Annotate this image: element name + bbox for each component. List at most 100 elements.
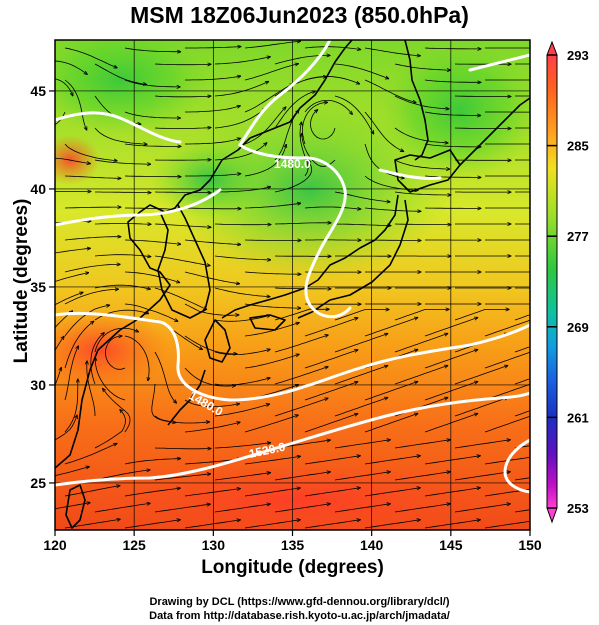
- streamline: [244, 456, 301, 465]
- streamline: [364, 175, 418, 190]
- colorbar-tick-label: 261: [567, 410, 589, 425]
- streamline: [334, 224, 391, 226]
- streamline: [94, 409, 126, 449]
- streamline: [185, 47, 241, 49]
- streamline: [154, 192, 211, 193]
- streamline: [484, 520, 530, 529]
- streamline: [364, 488, 420, 497]
- streamline: [394, 440, 450, 449]
- streamline: [364, 414, 418, 433]
- streamline: [334, 398, 388, 417]
- streamline: [424, 318, 478, 337]
- streamline: [64, 207, 121, 208]
- height-contours: [55, 40, 530, 494]
- y-tick-label: 40: [30, 181, 46, 197]
- streamline: [94, 503, 150, 513]
- streamline: [394, 159, 450, 169]
- x-tick-label: 125: [122, 537, 146, 553]
- streamline: [304, 100, 352, 114]
- streamline: [64, 79, 87, 130]
- streamline: [424, 456, 480, 465]
- streamline: [154, 474, 211, 481]
- streamline: [55, 111, 66, 126]
- coastlines: [55, 40, 530, 529]
- streamline: [274, 472, 330, 481]
- streamline: [484, 351, 530, 369]
- streamline: [244, 323, 299, 337]
- streamline: [394, 366, 448, 385]
- streamline: [64, 379, 78, 433]
- streamline: [454, 472, 510, 481]
- streamline: [55, 311, 73, 329]
- streamline: [94, 127, 147, 144]
- streamline: [185, 76, 241, 81]
- colorbar-tick-label: 253: [567, 501, 589, 516]
- streamline: [94, 470, 150, 481]
- colorbar: 293 285 277 269 261 253: [546, 40, 589, 524]
- streamline: [304, 350, 358, 369]
- streamline: [64, 289, 119, 305]
- streamline: [64, 321, 94, 369]
- streamline: [244, 84, 293, 113]
- streamline: [274, 77, 327, 97]
- streamline: [364, 143, 404, 178]
- streamline: [334, 504, 390, 513]
- streamline: [274, 367, 328, 385]
- streamline: [64, 264, 120, 273]
- streamline: [545, 520, 599, 528]
- y-tick-label: 45: [30, 83, 46, 99]
- y-tick-label: 25: [30, 475, 46, 491]
- streamline: [214, 57, 270, 65]
- streamline: [394, 63, 451, 70]
- streamline: [304, 382, 358, 401]
- streamline: [514, 477, 530, 481]
- streamline: [244, 354, 299, 369]
- y-axis-label: Latitude (degrees): [11, 198, 32, 364]
- streamline: [214, 473, 271, 481]
- colorbar-tick-label: 277: [567, 229, 589, 244]
- streamline: [64, 237, 121, 241]
- streamline: [514, 314, 530, 321]
- streamline: [424, 111, 481, 116]
- streamline: [124, 111, 180, 118]
- streamline: [154, 160, 211, 161]
- streamline: [184, 489, 241, 497]
- streamline: [310, 110, 336, 140]
- streamline: [95, 192, 151, 193]
- x-tick-label: 130: [202, 537, 226, 553]
- streamline: [484, 383, 530, 401]
- streamline: [154, 255, 210, 266]
- streamline: [274, 398, 328, 417]
- streamline: [214, 349, 270, 356]
- streamline: [454, 309, 509, 321]
- streamline: [454, 440, 510, 449]
- streamline: [424, 414, 478, 433]
- streamline: [154, 351, 177, 403]
- streamline: [304, 520, 360, 529]
- streamline: [244, 240, 301, 241]
- y-tick-label: 35: [30, 279, 46, 295]
- streamline: [514, 378, 530, 385]
- streamline: [184, 399, 240, 408]
- streamline: [364, 456, 420, 465]
- streamline: [55, 467, 89, 477]
- colorbar-tick-label: 293: [567, 48, 589, 63]
- x-tick-label: 150: [518, 537, 542, 553]
- streamline: [55, 367, 61, 387]
- credit-drawing: Drawing by DCL (https://www.gfd-dennou.o…: [149, 596, 450, 608]
- streamline: [484, 319, 530, 337]
- streamline: [94, 327, 139, 353]
- streamline: [274, 309, 329, 321]
- streamline: [184, 520, 240, 529]
- streamline: [334, 63, 389, 79]
- streamline: [244, 303, 301, 308]
- streamline: [364, 47, 420, 56]
- streamline: [185, 138, 241, 145]
- streamline: [274, 91, 315, 129]
- streamline: [394, 309, 449, 321]
- streamline: [64, 443, 117, 465]
- contour-label: 1480.0: [274, 157, 311, 171]
- colorbar-tick-label: 269: [567, 320, 589, 335]
- wind-streamlines: [55, 41, 599, 529]
